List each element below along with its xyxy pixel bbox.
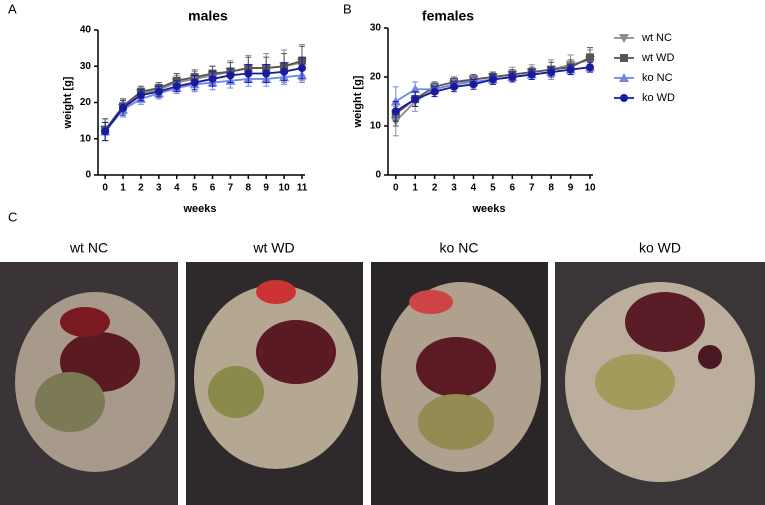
- x-tick-label: 9: [263, 183, 269, 194]
- x-tick-label: 2: [138, 183, 144, 194]
- marker: [136, 91, 145, 100]
- y-tick-label: 10: [370, 121, 382, 132]
- photo: [0, 262, 178, 505]
- x-tick-label: 5: [490, 183, 496, 194]
- photo-caption: ko NC: [440, 240, 479, 256]
- x-tick-label: 4: [174, 183, 180, 194]
- y-tick-label: 30: [80, 61, 92, 72]
- panel-label: B: [343, 1, 352, 16]
- x-tick-label: 4: [471, 183, 477, 194]
- marker: [527, 70, 536, 79]
- y-tick-label: 30: [370, 23, 382, 34]
- y-axis-label: weight [g]: [62, 76, 74, 129]
- y-tick-label: 0: [85, 170, 91, 181]
- x-tick-label: 0: [393, 183, 399, 194]
- marker: [410, 84, 421, 94]
- y-axis-label: weight [g]: [352, 75, 364, 128]
- marker: [586, 53, 594, 62]
- photo-caption: wt WD: [252, 240, 294, 256]
- series-line: [104, 59, 303, 131]
- marker: [101, 127, 110, 136]
- marker: [298, 64, 306, 73]
- marker: [547, 68, 556, 77]
- y-tick-label: 0: [375, 170, 381, 181]
- x-tick-label: 8: [548, 183, 554, 194]
- marker: [208, 74, 217, 83]
- marker: [280, 67, 289, 76]
- photo: [186, 262, 363, 505]
- x-tick-label: 5: [192, 183, 198, 194]
- marker: [619, 34, 629, 43]
- panel-label: C: [8, 209, 17, 224]
- panel-label: A: [8, 1, 17, 16]
- x-tick-label: 6: [210, 183, 216, 194]
- x-tick-label: 1: [120, 183, 126, 194]
- x-tick-label: 2: [432, 183, 438, 194]
- marker: [508, 73, 517, 81]
- marker: [586, 63, 594, 72]
- chart-title: females: [422, 8, 474, 24]
- marker: [391, 107, 400, 116]
- legend-label: ko NC: [642, 72, 673, 84]
- x-tick-label: 10: [584, 183, 596, 194]
- marker: [244, 69, 253, 78]
- x-tick-label: 11: [297, 183, 308, 194]
- y-tick-label: 40: [80, 25, 92, 36]
- marker: [450, 82, 459, 91]
- marker: [620, 54, 628, 62]
- chart-title: males: [188, 8, 228, 24]
- x-tick-label: 9: [568, 183, 574, 194]
- photo: [555, 262, 765, 505]
- marker: [226, 71, 235, 80]
- y-tick-label: 20: [370, 72, 382, 83]
- marker: [411, 95, 420, 104]
- photo-caption: ko WD: [639, 240, 681, 256]
- marker: [620, 94, 628, 102]
- x-tick-label: 7: [529, 183, 535, 194]
- marker: [566, 65, 575, 74]
- legend-label: ko WD: [642, 92, 675, 104]
- x-axis-label: weeks: [471, 203, 505, 215]
- x-tick-label: 6: [510, 183, 516, 194]
- y-tick-label: 10: [80, 133, 92, 144]
- x-tick-label: 3: [156, 183, 162, 194]
- marker: [172, 82, 181, 91]
- series-line: [395, 56, 591, 115]
- marker: [154, 87, 163, 96]
- x-tick-label: 3: [451, 183, 457, 194]
- x-tick-label: 10: [279, 183, 291, 194]
- marker: [488, 75, 497, 84]
- legend-label: wt NC: [641, 32, 672, 44]
- marker: [619, 73, 629, 82]
- x-tick-label: 8: [246, 183, 252, 194]
- x-axis-label: weeks: [182, 203, 216, 215]
- marker: [190, 78, 199, 87]
- x-tick-label: 1: [412, 183, 418, 194]
- series-line: [104, 74, 303, 133]
- y-tick-label: 20: [80, 97, 92, 108]
- x-tick-label: 0: [102, 183, 108, 194]
- legend-label: wt WD: [641, 52, 674, 64]
- marker: [262, 69, 271, 78]
- x-tick-label: 7: [228, 183, 234, 194]
- photo: [371, 262, 548, 505]
- captions: wt NC wt WD ko NC ko WD: [69, 240, 681, 256]
- marker: [119, 103, 128, 112]
- photo-caption: wt NC: [69, 240, 108, 256]
- marker: [469, 80, 478, 89]
- marker: [430, 87, 439, 96]
